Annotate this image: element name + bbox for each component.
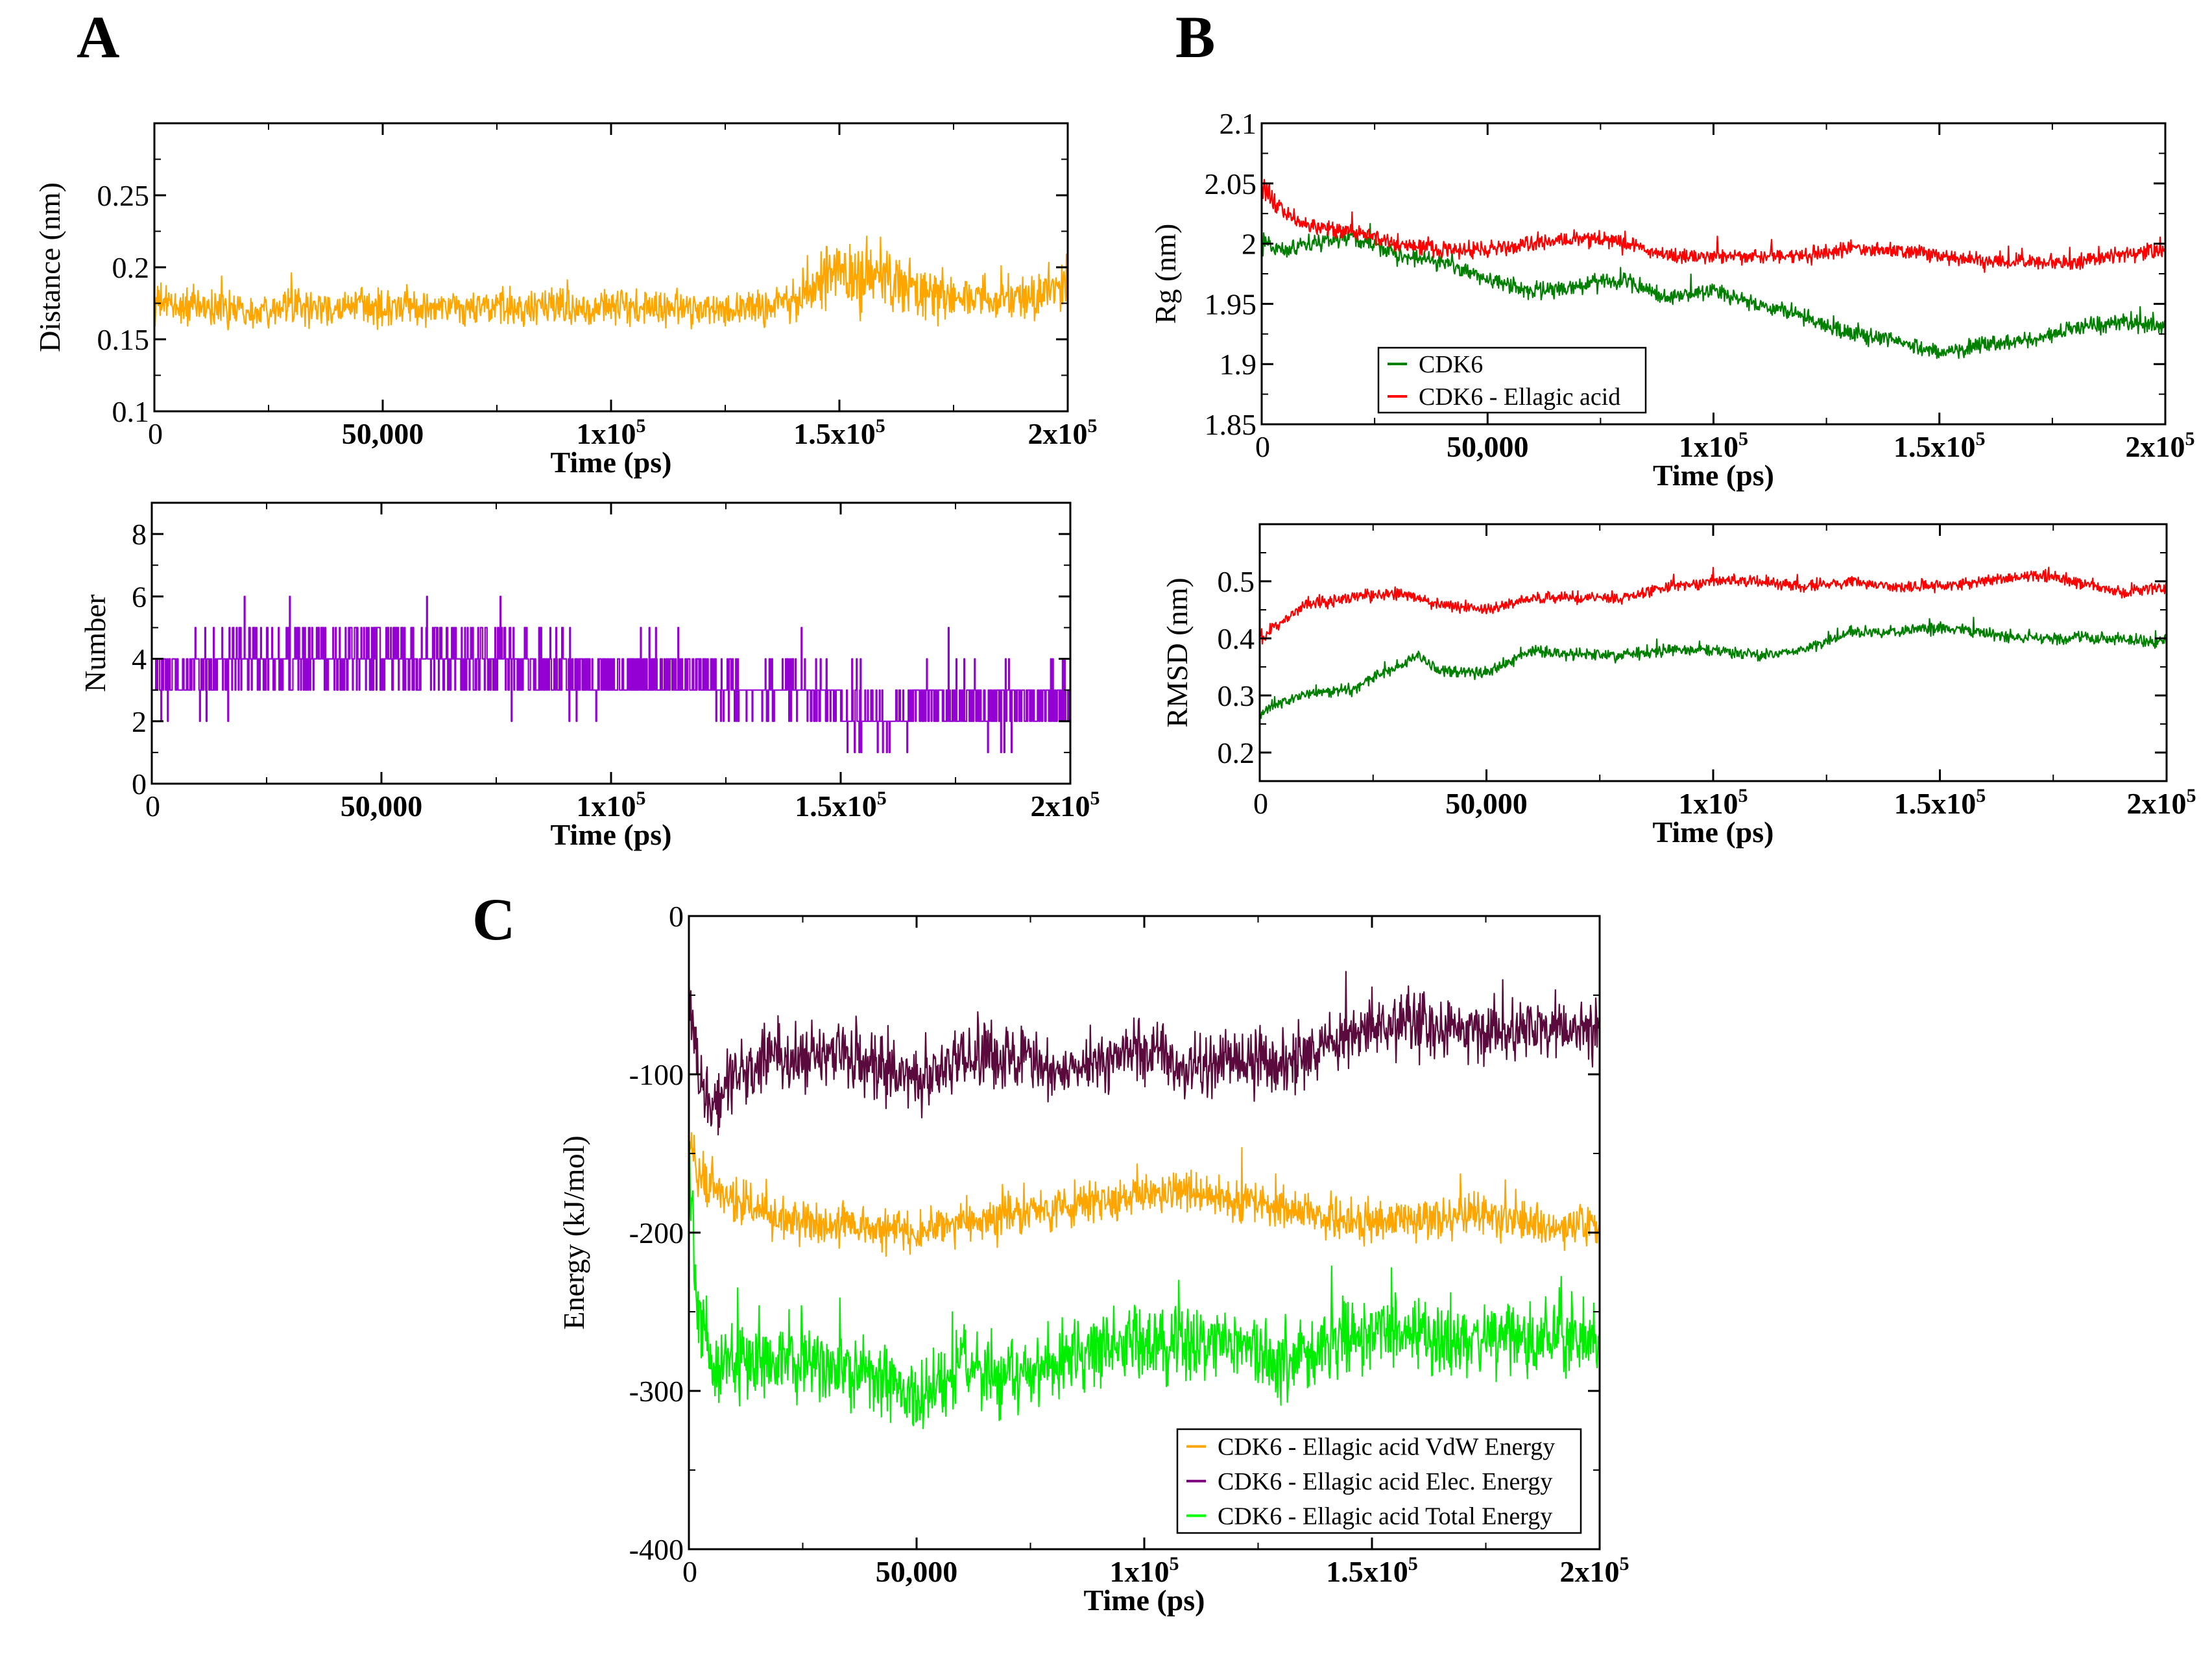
y-axis-label: Energy (kJ/mol) (557, 1135, 590, 1329)
series-line-c-energy-1 (689, 1132, 1600, 1257)
x-tick-label: 50,000 (1447, 430, 1529, 463)
legend: CDK6 CDK6 - Ellagic acid (1377, 346, 1647, 414)
plot-frame (153, 122, 1069, 413)
x-axis-label: Time (ps) (551, 818, 672, 851)
panel-label-c: C (472, 886, 515, 952)
x-tick-label: 50,000 (341, 790, 423, 823)
y-tick-label: 0.5 (1218, 565, 1255, 598)
x-tick-label: 2x105 (1028, 415, 1098, 450)
y-tick-label: 0.2 (112, 251, 150, 284)
y-axis-label: Rg (nm) (1149, 224, 1182, 324)
x-tick-label: 1x105 (1679, 428, 1748, 463)
y-tick-label: 0.2 (1218, 736, 1255, 769)
x-axis-label: Time (ps) (551, 446, 672, 479)
legend: CDK6 - Ellagic acid VdW Energy CDK6 - Ell… (1176, 1428, 1582, 1534)
y-tick-label: -100 (629, 1058, 684, 1091)
y-tick-label: 0.4 (1218, 622, 1255, 655)
x-tick-label: 0 (682, 1555, 697, 1588)
panel-label-a: A (77, 4, 119, 70)
x-tick-label: 0 (1253, 787, 1268, 820)
series-line-b-rg-0 (1262, 223, 2165, 359)
y-tick-label: 1.95 (1205, 287, 1257, 320)
x-tick-label: 50,000 (876, 1555, 958, 1588)
x-tick-label: 50,000 (342, 417, 424, 450)
x-tick-label: 2x105 (1560, 1553, 1629, 1588)
legend-box (1176, 1428, 1582, 1534)
x-tick-label: 1.5x105 (1894, 785, 1986, 820)
y-tick-label: 1.85 (1205, 408, 1257, 441)
x-tick-label: 1.5x105 (793, 415, 885, 450)
hbond-number-plot: 0 50,000 1x105 1.5x105 2x105 0 2 4 6 8 Time (ps) Nu… (78, 501, 1100, 851)
y-tick-label: 2 (132, 705, 147, 738)
x-tick-label: 1x105 (577, 788, 646, 823)
y-axis-label: Distance (nm) (33, 182, 66, 352)
y-tick-label: 0 (132, 767, 147, 801)
plot-frame (1258, 523, 2168, 782)
series-line-a-hbonds-0 (152, 596, 1070, 753)
legend-label: CDK6 - Ellagic acid Total Energy (1218, 1502, 1552, 1530)
x-tick-label: 1.5x105 (1893, 428, 1986, 463)
legend-label: CDK6 - Ellagic acid VdW Energy (1218, 1434, 1555, 1461)
y-tick-label: 8 (132, 518, 147, 551)
y-tick-label: 0.3 (1218, 679, 1255, 712)
series-line-b-rmsd-0 (1260, 616, 2167, 719)
legend-label: CDK6 - Ellagic acid Elec. Energy (1218, 1468, 1552, 1495)
x-tick-label: 2x105 (2127, 785, 2196, 820)
y-tick-label: 0 (669, 900, 684, 933)
x-tick-label: 0 (1255, 430, 1270, 463)
y-tick-label: 0.25 (97, 179, 150, 212)
x-tick-label: 1.5x105 (795, 788, 887, 823)
distance-plot: 0 50,000 1x105 1.5x105 2x105 0.1 0.15 0.2 0.25 Ti… (33, 122, 1098, 479)
y-axis-label: RMSD (nm) (1160, 577, 1194, 727)
y-tick-label: 2.1 (1220, 107, 1257, 140)
x-tick-label: 1.5x105 (1326, 1553, 1418, 1588)
rg-plot: 0 50,000 1x105 1.5x105 2x105 1.85 1.9 1.95 2 2.05… (1149, 107, 2195, 492)
x-tick-label: 0 (145, 790, 160, 823)
x-tick-label: 1x105 (1679, 785, 1748, 820)
y-tick-label: -200 (629, 1216, 684, 1249)
y-tick-label: 4 (132, 643, 147, 676)
x-tick-label: 0 (148, 417, 163, 450)
x-tick-label: 2x105 (2126, 428, 2195, 463)
y-tick-label: 0.15 (97, 323, 150, 356)
series-line-a-distance-0 (154, 235, 1068, 331)
y-tick-label: 2.05 (1205, 167, 1257, 200)
series-line-b-rg-1 (1262, 178, 2165, 273)
x-axis-label: Time (ps) (1653, 459, 1774, 492)
y-tick-label: 6 (132, 580, 147, 613)
y-tick-label: 1.9 (1220, 348, 1257, 381)
legend-label: CDK6 - Ellagic acid (1419, 383, 1620, 411)
y-tick-label: -400 (629, 1533, 684, 1566)
x-axis-label: Time (ps) (1084, 1584, 1205, 1617)
series-line-c-energy-0 (689, 971, 1600, 1136)
x-axis-label: Time (ps) (1653, 815, 1774, 849)
energy-plot: 0 50,000 1x105 1.5x105 2x105 -400 -300 -200 -100… (557, 900, 1629, 1617)
y-tick-label: 2 (1242, 228, 1256, 261)
x-tick-label: 50,000 (1445, 787, 1528, 820)
legend-label: CDK6 (1419, 351, 1483, 378)
y-tick-label: 0.1 (112, 395, 150, 428)
x-tick-label: 1x105 (1110, 1553, 1179, 1588)
y-axis-label: Number (78, 594, 112, 692)
y-tick-label: -300 (629, 1375, 684, 1408)
x-tick-label: 1x105 (577, 415, 646, 450)
panel-label-b: B (1175, 4, 1215, 70)
rmsd-plot: 0 50,000 1x105 1.5x105 2x105 0.2 0.3 0.4 0.5 Time… (1160, 523, 2196, 849)
legend-box (1377, 346, 1647, 414)
series-line-b-rmsd-1 (1260, 566, 2167, 645)
x-tick-label: 2x105 (1031, 788, 1100, 823)
series-line-c-energy-2 (689, 1140, 1600, 1429)
